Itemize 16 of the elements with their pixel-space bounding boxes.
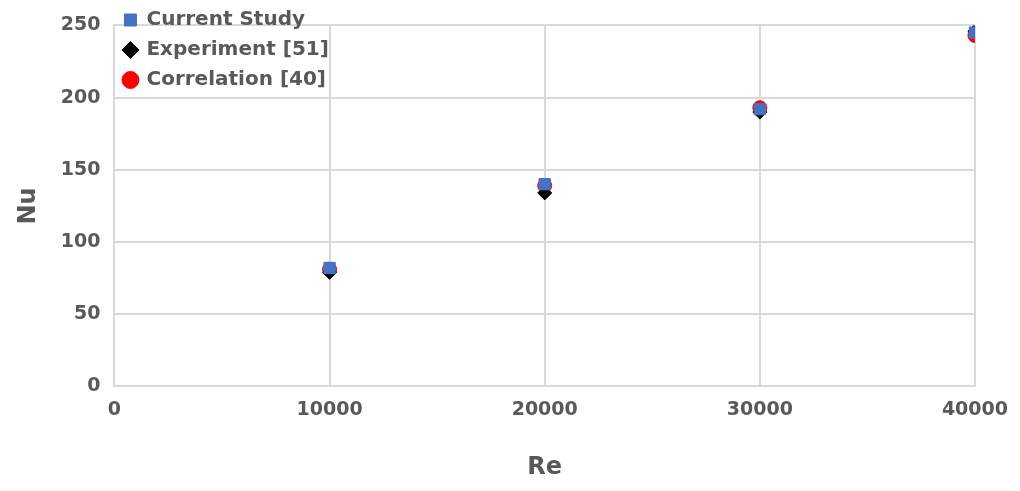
legend-label: Current Study [146, 6, 305, 31]
y-axis-title: Nu [12, 187, 41, 225]
x-tick-label: 30000 [726, 396, 793, 419]
y-tick-label: 200 [60, 84, 101, 107]
x-tick-label: 40000 [941, 396, 1008, 419]
y-tick-label: 100 [60, 228, 101, 251]
legend-label: Experiment [51] [146, 36, 329, 61]
x-tick-label: 10000 [296, 396, 363, 419]
y-tick-label: 150 [60, 156, 101, 179]
y-tick-label: 50 [74, 301, 101, 324]
y-tick-label: 0 [87, 373, 101, 396]
y-tick-label: 250 [60, 12, 101, 35]
x-tick-label: 0 [107, 396, 122, 419]
x-axis-title: Re [527, 451, 563, 480]
legend-label: Correlation [40] [146, 66, 326, 91]
x-tick-label: 20000 [511, 396, 578, 419]
